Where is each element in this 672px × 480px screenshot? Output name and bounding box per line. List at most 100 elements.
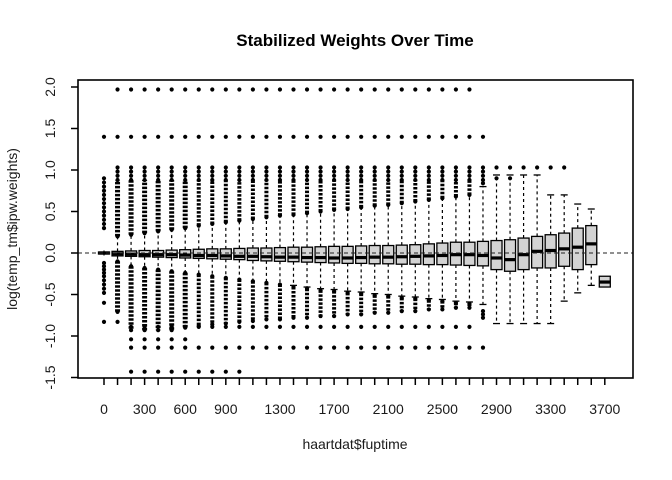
- outlier-dot: [264, 345, 269, 350]
- outlier-dot: [128, 177, 134, 183]
- outlier-dot: [413, 199, 418, 204]
- outlier-dot: [399, 173, 404, 178]
- outlier-dot: [331, 207, 337, 212]
- outlier-dot: [331, 165, 337, 170]
- outlier-dot: [480, 181, 486, 186]
- outlier-dot: [453, 345, 459, 350]
- outlier-dot: [440, 87, 445, 92]
- outlier-dot: [426, 345, 431, 350]
- plot-border: [77, 79, 634, 379]
- outlier-dot: [128, 173, 134, 178]
- outlier-dot: [372, 203, 377, 208]
- outlier-dot: [237, 177, 242, 183]
- box: [503, 239, 517, 272]
- outlier-dot: [128, 369, 134, 374]
- outlier-dot: [223, 321, 228, 326]
- outlier-dot: [169, 165, 174, 170]
- outlier-dot: [183, 165, 188, 170]
- outlier-dot: [169, 345, 174, 350]
- outlier-dot: [386, 177, 391, 183]
- outlier-dot: [413, 87, 418, 92]
- outlier-dot: [426, 173, 431, 178]
- outlier-dot: [183, 270, 188, 276]
- x-tick-label: 3300: [535, 401, 566, 417]
- median-line: [369, 255, 381, 259]
- outlier-dot: [115, 177, 120, 183]
- median-line: [463, 253, 475, 257]
- outlier-dot: [128, 134, 134, 139]
- outlier-dot: [331, 324, 337, 329]
- median-line: [301, 255, 313, 260]
- outlier-dot: [169, 328, 174, 333]
- outlier-dot: [372, 310, 377, 315]
- outlier-dot: [318, 134, 323, 139]
- outlier-dot: [128, 232, 134, 237]
- outlier-dot: [331, 87, 337, 92]
- outlier-dot: [101, 282, 107, 287]
- outlier-dot: [196, 223, 201, 228]
- outlier-dot: [440, 307, 445, 312]
- outlier-dot: [250, 173, 255, 178]
- outlier-dot: [250, 169, 255, 174]
- outlier-dot: [399, 309, 404, 314]
- median-line: [477, 253, 489, 258]
- median-line: [342, 256, 354, 260]
- outlier-dot: [372, 165, 377, 170]
- outlier-dot: [223, 220, 228, 225]
- outlier-dot: [115, 319, 120, 324]
- outlier-dot: [359, 169, 364, 174]
- outlier-dot: [386, 173, 391, 178]
- median-line: [206, 253, 218, 258]
- outlier-dot: [277, 173, 283, 178]
- outlier-dot: [440, 196, 445, 201]
- outlier-dot: [467, 165, 472, 170]
- outlier-dot: [156, 337, 161, 342]
- outlier-dot: [101, 201, 107, 206]
- outlier-dot: [562, 165, 567, 170]
- median-line: [179, 253, 191, 257]
- outlier-dot: [223, 87, 228, 92]
- outlier-dot: [359, 324, 364, 329]
- outlier-dot: [101, 286, 107, 291]
- outlier-dot: [196, 177, 201, 183]
- y-axis-label: log(temp_tm$ipw.weights): [4, 148, 20, 310]
- outlier-dot: [277, 87, 283, 92]
- outlier-dot: [291, 324, 296, 329]
- x-tick-label: 3700: [589, 401, 620, 417]
- outlier-dot: [440, 324, 445, 329]
- outlier-dot: [101, 188, 107, 193]
- outlier-dot: [304, 315, 310, 320]
- outlier-dot: [453, 177, 459, 183]
- outlier-dot: [453, 305, 459, 310]
- outlier-dot: [210, 345, 215, 350]
- median-line: [355, 255, 367, 260]
- outlier-dot: [304, 286, 310, 291]
- outlier-dot: [413, 134, 418, 139]
- outlier-dot: [291, 173, 296, 178]
- outlier-dot: [264, 134, 269, 139]
- median-line: [450, 253, 462, 257]
- median-line: [396, 255, 408, 259]
- outlier-dot: [210, 274, 215, 279]
- outlier-dot: [264, 173, 269, 178]
- outlier-dot: [345, 206, 350, 212]
- outlier-dot: [277, 324, 283, 329]
- outlier-dot: [359, 312, 364, 317]
- median-line: [328, 256, 340, 260]
- outlier-dot: [386, 310, 391, 315]
- outlier-dot: [304, 177, 310, 183]
- median-line: [518, 253, 530, 257]
- outlier-dot: [386, 294, 391, 299]
- median-line: [409, 254, 421, 258]
- outlier-dot: [142, 230, 147, 236]
- box: [246, 247, 260, 262]
- median-line: [504, 258, 516, 262]
- outlier-dot: [101, 213, 107, 218]
- outlier-dot: [237, 324, 242, 329]
- outlier-dot: [115, 234, 120, 239]
- median-line: [125, 252, 137, 256]
- outlier-dot: [196, 345, 201, 350]
- box: [233, 247, 246, 261]
- outlier-dot: [156, 177, 161, 183]
